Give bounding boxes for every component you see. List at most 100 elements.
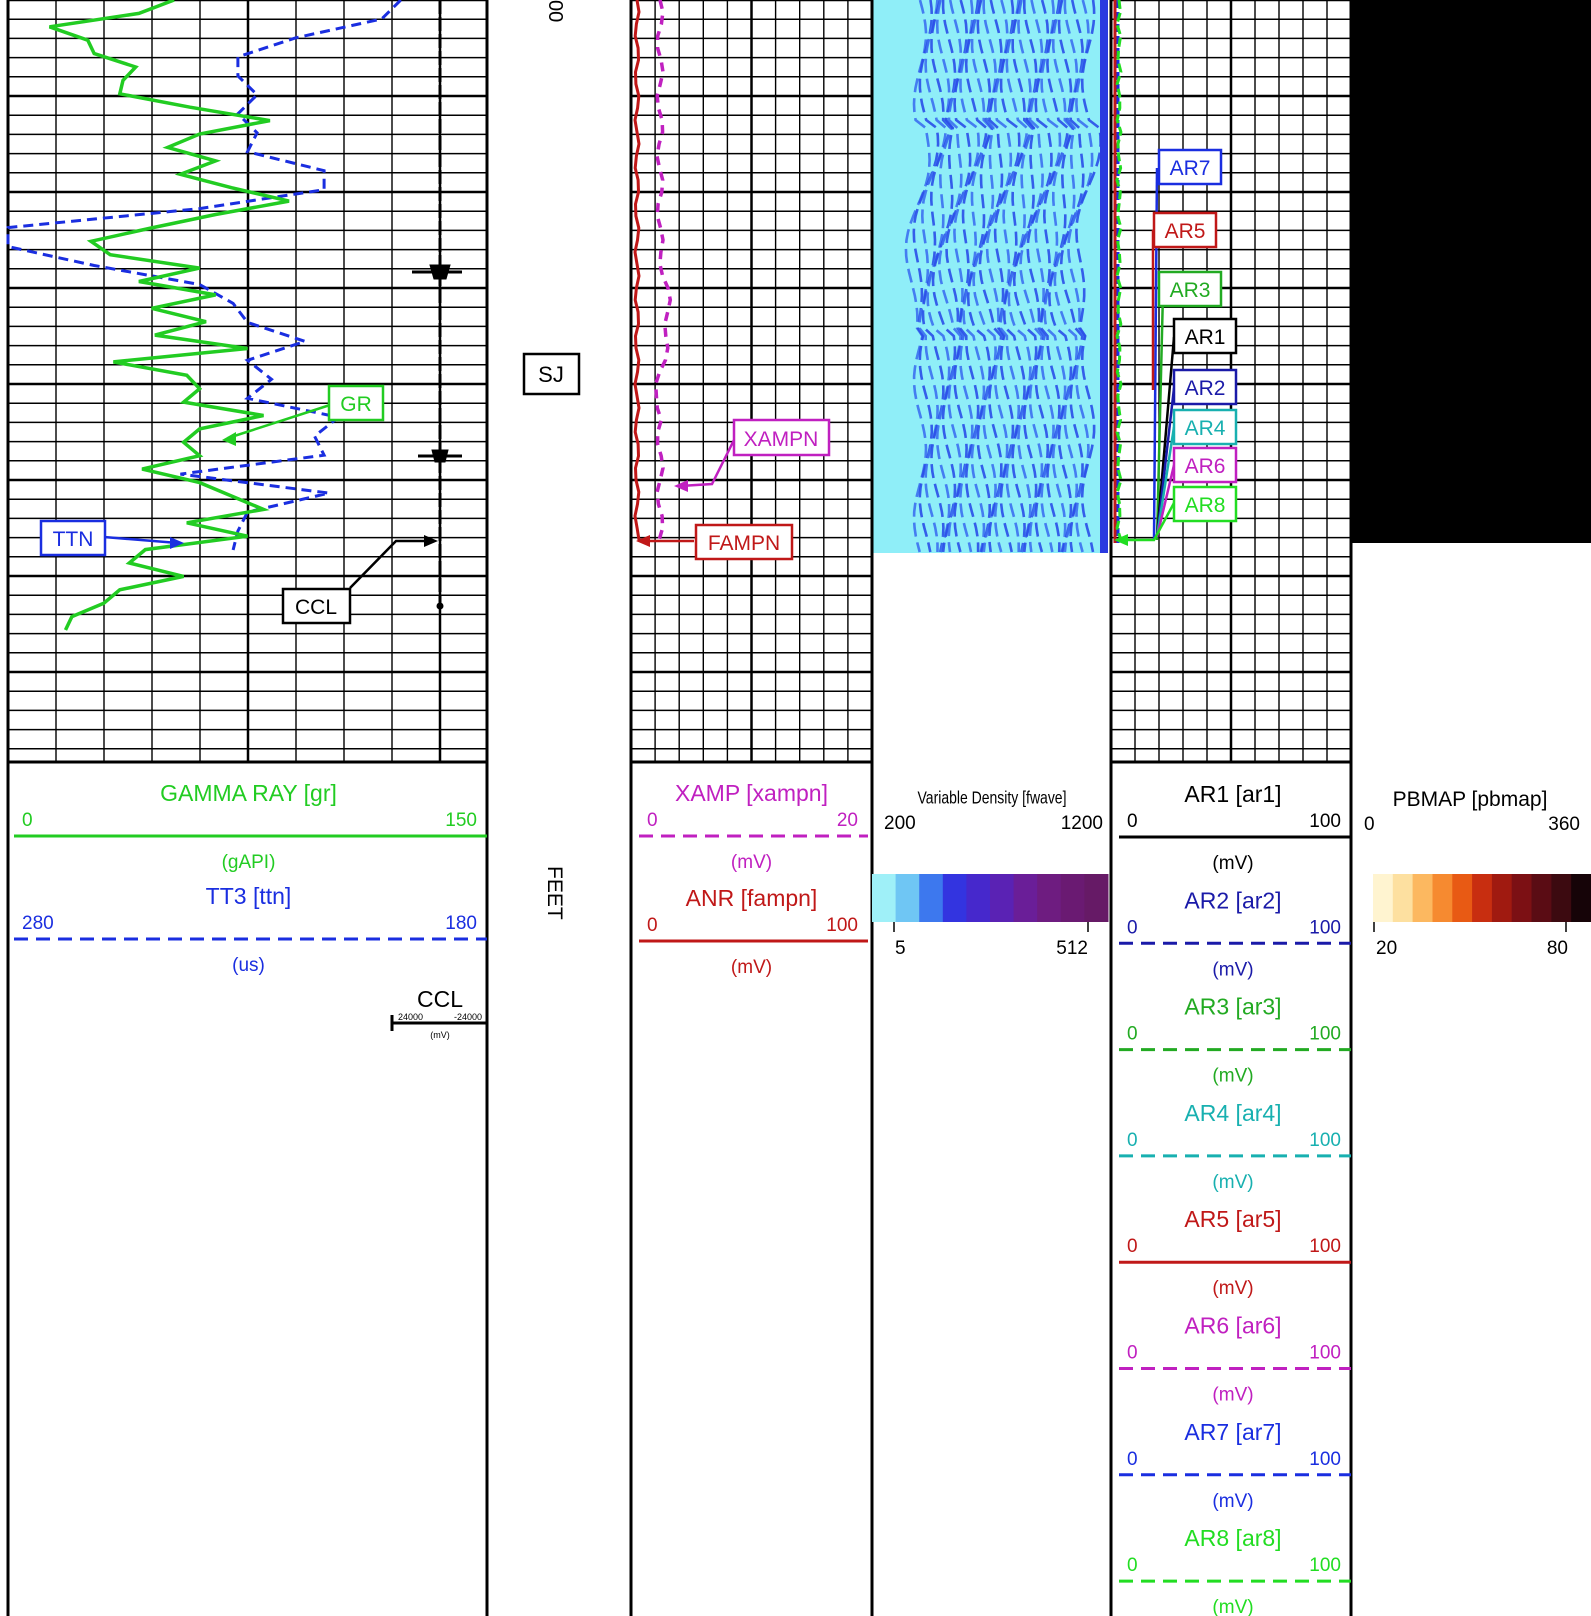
curve-header-min: 0 — [22, 810, 33, 831]
curve-header-min: 0 — [1127, 1236, 1138, 1257]
vdl-band — [1059, 0, 1085, 553]
vdl-header-title: Variable Density [fwave] — [918, 789, 1067, 808]
ar-curves — [1113, 0, 1123, 543]
vdl-colorbar-segment — [942, 874, 967, 922]
ccl-header-min: 24000 — [398, 1012, 423, 1022]
fampn-curve — [633, 0, 651, 543]
ar-annotation-label: AR4 — [1185, 417, 1226, 440]
ar-annotation-label: AR7 — [1170, 157, 1211, 180]
track2-grid — [631, 0, 872, 762]
pbmap-colorbar-max: 80 — [1547, 938, 1568, 959]
curve-header-unit: (mV) — [1212, 853, 1253, 874]
vdl-band — [926, 0, 954, 553]
ccl-header-unit: (mV) — [430, 1030, 450, 1040]
pbmap-colorbar-segment — [1472, 874, 1493, 922]
ar-annotation-box — [1172, 446, 1238, 484]
curve-header-title: AR8 [ar8] — [1184, 1525, 1281, 1551]
vdl-band — [1053, 0, 1079, 553]
ar-annotation-box — [1157, 148, 1223, 186]
svg-text:GR: GR — [340, 393, 372, 416]
vdl-edge — [1100, 0, 1108, 553]
curve-header-max: 100 — [826, 915, 858, 936]
curve-header-title: AR3 [ar3] — [1184, 994, 1281, 1020]
curve-header-title: XAMP [xampn] — [675, 780, 828, 806]
ar-annotation-label: AR8 — [1185, 494, 1226, 517]
svg-text:CCL: CCL — [295, 596, 337, 619]
track1-header: GAMMA RAY [gr] 0 150 (gAPI) TT3 [ttn] 280 180 (… — [14, 780, 487, 1040]
vdl-band — [958, 0, 988, 552]
pbmap-header-title: PBMAP [pbmap] — [1393, 788, 1548, 811]
curve-header-unit: (mV) — [731, 957, 772, 978]
curve-header-max: 100 — [1309, 1343, 1341, 1364]
ar-annotation-label: AR5 — [1165, 220, 1206, 243]
ttn-curve — [6, 0, 402, 551]
vdl-band — [1019, 0, 1044, 553]
curve-header-min: 0 — [1127, 811, 1138, 832]
vdl-band — [912, 0, 940, 553]
vdl-band — [1007, 0, 1035, 553]
vdl-band — [1034, 0, 1062, 553]
ccl-header-title: CCL — [417, 986, 463, 1012]
annotation-gr: GR — [327, 384, 385, 422]
pbmap-colorbar-segment — [1452, 874, 1473, 922]
pbmap-colorbar-segment — [1392, 874, 1414, 922]
vdl-colorbar-segment — [872, 874, 897, 922]
ar-annotation-label: AR1 — [1185, 326, 1226, 349]
curve-header-unit: (mV) — [1212, 1385, 1253, 1406]
track2-header: XAMP [xampn] 0 20 (mV) ANR [fampn] 0 100 (mV) — [639, 780, 868, 978]
curve-header-unit: (mV) — [1212, 1066, 1253, 1087]
xampn-curve — [653, 0, 673, 541]
svg-text:TTN: TTN — [53, 528, 94, 551]
curve-header-max: 100 — [1309, 1236, 1341, 1257]
curve-header-min: 280 — [22, 913, 54, 934]
pbmap-header-min: 0 — [1364, 814, 1375, 835]
svg-text:SJ: SJ — [538, 362, 564, 387]
curve-header-title: GAMMA RAY [gr] — [160, 780, 337, 806]
vdl-colorbar-segment — [966, 874, 991, 922]
vdl-band — [931, 0, 957, 553]
pbmap-colorbar-segment — [1491, 874, 1513, 922]
curve-header-min: 0 — [647, 915, 658, 936]
track-borders — [6, 0, 1353, 1616]
curve-header-min: 0 — [1127, 1449, 1138, 1470]
ccl-header-max: -24000 — [454, 1012, 482, 1022]
curve-header-title: AR2 [ar2] — [1184, 887, 1281, 913]
annotation-fampn: FAMPN — [694, 523, 794, 561]
curve-header-unit: (mV) — [731, 852, 772, 873]
curve-header-min: 0 — [1127, 1024, 1138, 1045]
vdl-colorbar-segment — [919, 874, 944, 922]
vdl-band — [945, 0, 972, 553]
pbmap-colorbar-segment — [1511, 874, 1532, 922]
vdl-colorbar-segment — [1060, 874, 1085, 922]
annotation-ttn: TTN — [39, 519, 107, 557]
vdl-colorbar-max: 512 — [1056, 938, 1088, 959]
curve-header-max: 150 — [445, 810, 477, 831]
vdl-colorbar-segment — [1084, 874, 1109, 922]
vdl-header-max: 1200 — [1061, 813, 1103, 834]
pbmap-colorbar-segment — [1531, 874, 1552, 922]
vdl-colorbar-segment — [1037, 874, 1062, 922]
curve-header-unit: (mV) — [1212, 1278, 1253, 1299]
vdl-band — [978, 0, 1004, 553]
vdl-colorbar-min: 5 — [895, 938, 906, 959]
vdl-band — [953, 0, 981, 553]
vdl-band — [966, 0, 994, 553]
curve-header-title: TT3 [ttn] — [206, 883, 292, 909]
gr-curve — [48, 0, 290, 631]
ar-annotation-box — [1172, 408, 1238, 446]
curve-header-title: AR1 [ar1] — [1184, 781, 1281, 807]
vdl-colorbar-segment — [990, 874, 1015, 922]
curve-header-unit: (mV) — [1212, 959, 1253, 980]
ar-annotation-box — [1157, 270, 1223, 308]
ar-annotation-box — [1172, 317, 1238, 355]
pbmap-colorbar-segment — [1373, 874, 1394, 922]
ar-annotation-box — [1172, 485, 1238, 523]
curve-header-max: 100 — [1309, 1024, 1341, 1045]
svg-text:XAMPN: XAMPN — [744, 428, 819, 451]
pbmap-colorbar-segment — [1432, 874, 1453, 922]
curve-header-min: 0 — [1127, 1555, 1138, 1576]
vdl-band — [1012, 0, 1038, 553]
depth-unit-label: FEET — [543, 866, 566, 920]
pbmap-colorbar-segment — [1571, 874, 1591, 922]
